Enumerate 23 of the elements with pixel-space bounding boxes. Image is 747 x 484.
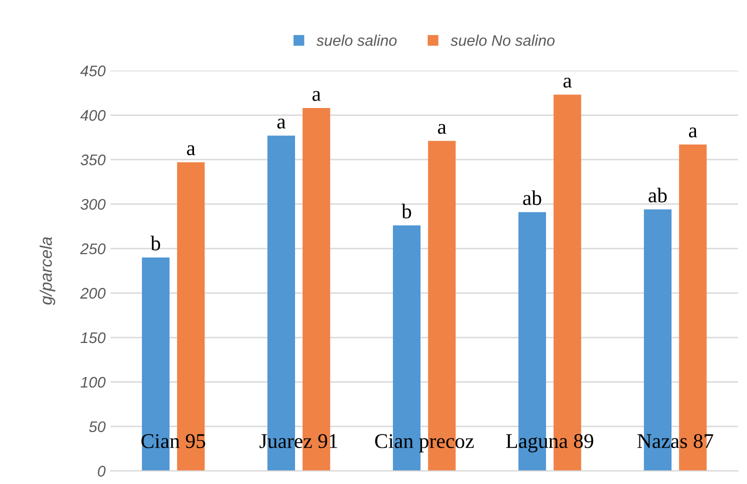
y-tick-label: 300 — [80, 198, 106, 210]
y-tick-label: 200 — [80, 288, 106, 299]
y-tick-label: 450 — [80, 66, 106, 76]
y-tick-label: 400 — [80, 110, 106, 121]
y-tick-label: 0 — [98, 466, 106, 477]
y-tick-label: 150 — [80, 332, 106, 344]
data-label: a — [688, 128, 698, 138]
y-tick-label: 350 — [80, 154, 106, 166]
y-tick-label: 50 — [89, 421, 106, 432]
data-label: a — [277, 118, 286, 129]
data-label: a — [563, 78, 572, 88]
data-label: a — [312, 91, 321, 102]
data-label: b — [402, 204, 412, 218]
data-label: a — [438, 124, 446, 134]
legend-label: suelo salino — [316, 34, 397, 46]
y-tick-label: 100 — [80, 376, 106, 388]
data-label: ab — [523, 190, 542, 206]
y-tick-label: 250 — [80, 243, 106, 254]
data-label: ab — [648, 188, 667, 202]
data-label: a — [186, 145, 196, 156]
y-axis-title: g/parcela — [40, 237, 56, 306]
legend-label: suelo No salino — [450, 34, 555, 46]
data-label: b — [150, 236, 160, 250]
